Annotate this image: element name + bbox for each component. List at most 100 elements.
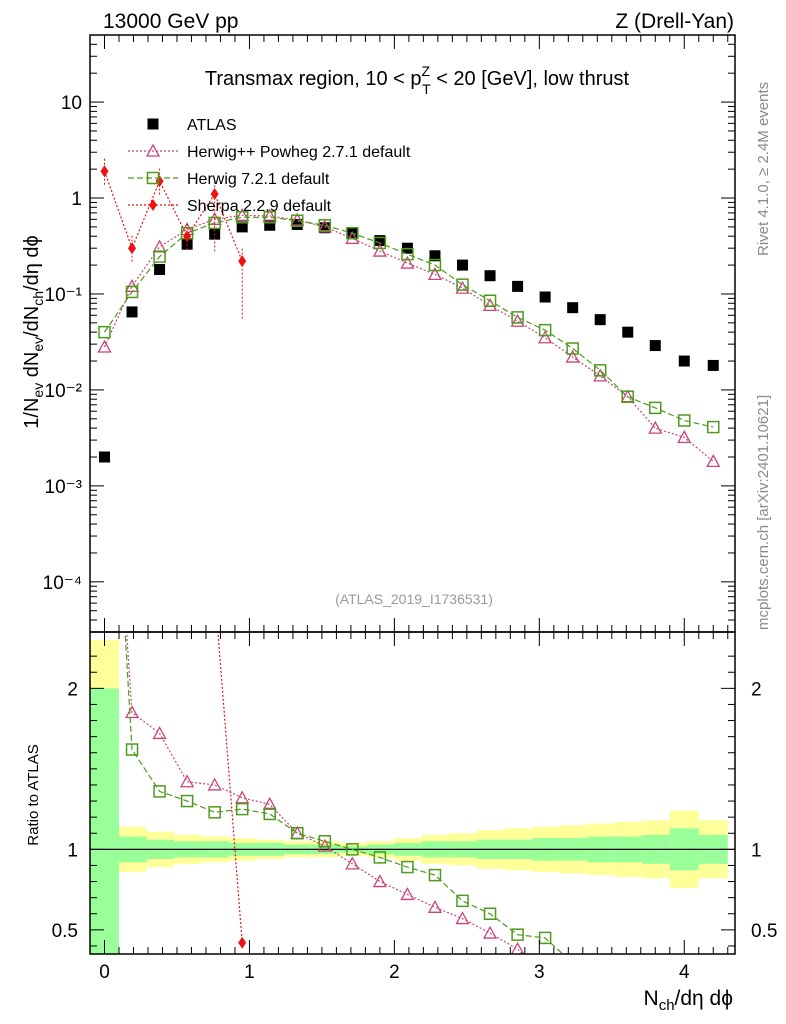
data-point xyxy=(649,401,662,415)
ratio-y-label: 1 xyxy=(67,840,78,861)
ratio-point xyxy=(510,941,525,954)
ratio-point xyxy=(511,928,524,941)
ratio-point xyxy=(238,936,247,949)
data-point xyxy=(152,239,167,253)
rivet-label: Rivet 4.1.0, ≥ 2.4M events xyxy=(755,82,772,256)
series-0 xyxy=(98,218,719,463)
ratio-point xyxy=(401,860,414,874)
ratio-point xyxy=(427,899,443,913)
ratio-point xyxy=(482,925,498,939)
ratio-series-0 xyxy=(124,632,525,954)
ratio-point xyxy=(152,726,167,740)
ratio-point xyxy=(428,868,442,882)
ratio-y-label-right: 2 xyxy=(751,679,762,700)
ratio-point xyxy=(263,807,276,821)
data-point xyxy=(707,359,719,371)
main-ylabel: 1/Nev dNev/dNch/dη dϕ xyxy=(21,235,46,428)
data-point xyxy=(100,165,109,178)
data-point xyxy=(98,451,110,463)
legend-label: Sherpa 2.2.9 default xyxy=(187,198,332,215)
data-point xyxy=(183,230,192,243)
ratio-series-1 xyxy=(124,632,564,954)
ratio-point xyxy=(483,907,497,920)
series-line xyxy=(104,216,714,428)
ratio-point xyxy=(456,894,469,908)
legend-marker xyxy=(149,199,157,211)
legend-label: Herwig++ Powheg 2.7.1 default xyxy=(187,144,411,161)
ratio-point xyxy=(125,743,139,756)
legend: ATLAS Herwig++ Powheg 2.7.1 default Herwig… xyxy=(128,117,411,215)
x-tick-label: 1 xyxy=(244,962,255,983)
ratio-y-label-right: 1 xyxy=(751,840,762,861)
data-point xyxy=(510,313,525,327)
title-sup: Z xyxy=(422,63,431,79)
data-point xyxy=(208,216,221,230)
data-point xyxy=(428,258,442,272)
data-point xyxy=(207,211,222,225)
series-line xyxy=(103,214,714,462)
data-point xyxy=(154,263,166,275)
data-point xyxy=(678,355,690,367)
data-point xyxy=(538,323,552,337)
ratio-y-label: 2 xyxy=(67,679,78,700)
y-tick-label: 10⁻¹ xyxy=(45,285,83,306)
ratio-point xyxy=(455,911,470,925)
data-point xyxy=(622,326,634,338)
y-tick-label: 10⁻⁴ xyxy=(43,573,82,594)
data-point xyxy=(594,314,606,326)
data-point xyxy=(707,420,720,434)
data-point xyxy=(235,211,249,224)
y-tick-label: 10⁻³ xyxy=(45,477,83,498)
mcplots-label: mcplots.cern.ch [arXiv:2401.10621] xyxy=(755,395,772,630)
stat-band xyxy=(90,688,119,954)
data-point xyxy=(484,270,496,282)
data-point xyxy=(648,420,663,434)
data-point xyxy=(374,235,386,247)
series-line xyxy=(103,171,243,262)
header-right: Z (Drell-Yan) xyxy=(615,10,734,33)
ratio-point xyxy=(124,705,140,719)
ratio-point xyxy=(235,790,250,804)
ratio-point xyxy=(208,806,221,819)
data-point xyxy=(456,278,469,291)
data-point xyxy=(538,330,553,344)
main-panel: 10⁻⁴ 10⁻³ 10⁻² 10⁻¹ 1 10 Transmax region, 10 … xyxy=(21,34,736,633)
legend-label: ATLAS xyxy=(187,117,237,134)
ratio-point xyxy=(372,874,387,888)
legend-marker xyxy=(146,171,160,185)
data-point xyxy=(155,175,164,188)
ratio-frame xyxy=(89,631,736,955)
data-point xyxy=(373,236,387,250)
ratio-series-2 xyxy=(217,632,247,949)
x-tick-label: 4 xyxy=(679,962,690,983)
data-point xyxy=(98,325,111,339)
data-point xyxy=(512,280,524,292)
data-point xyxy=(401,247,414,261)
data-point xyxy=(593,364,607,377)
ratio-point xyxy=(180,794,194,808)
data-point xyxy=(97,339,112,353)
data-point xyxy=(678,414,691,427)
x-tick-label: 3 xyxy=(534,962,545,983)
data-point xyxy=(346,226,359,240)
data-point xyxy=(264,219,276,231)
ratio-ylabel: Ratio to ATLAS xyxy=(25,744,42,845)
series-3 xyxy=(100,158,247,319)
data-point xyxy=(565,349,580,363)
data-point xyxy=(210,188,219,201)
data-point xyxy=(319,222,331,234)
y-tick-label: 10 xyxy=(61,93,82,114)
data-point xyxy=(153,250,166,263)
legend-marker xyxy=(147,118,159,130)
ratio-point xyxy=(400,887,415,901)
data-point xyxy=(649,340,661,352)
ratio-line xyxy=(125,632,524,954)
ratio-y-label-right: 0.5 xyxy=(751,921,777,942)
data-point xyxy=(677,430,692,444)
data-point xyxy=(621,390,634,403)
ratio-point xyxy=(318,835,332,848)
ratio-point xyxy=(262,796,277,810)
data-point xyxy=(128,242,137,255)
ratio-point xyxy=(373,851,387,864)
data-point xyxy=(345,230,360,244)
